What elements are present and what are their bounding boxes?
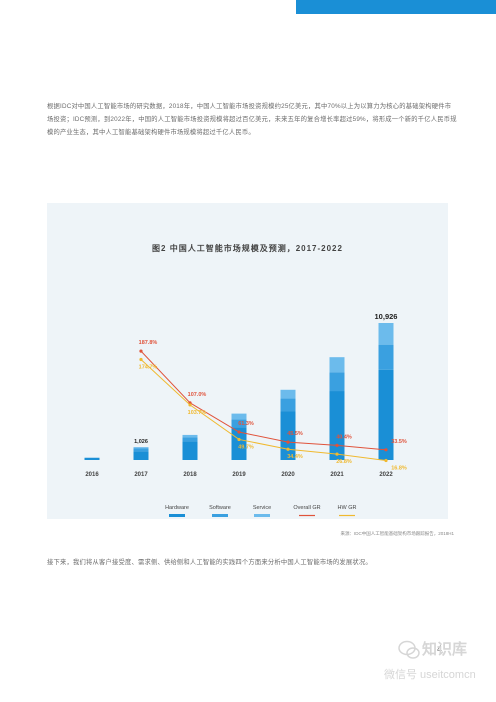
page-number: 4 (437, 644, 443, 654)
legend-swatch (254, 514, 270, 517)
bar-service-2022 (378, 323, 394, 345)
legend-label: Overall GR (293, 505, 320, 511)
line-point (335, 452, 339, 456)
bar-software-2018 (182, 437, 198, 442)
line-point (139, 349, 143, 353)
line-point (188, 403, 192, 407)
line-value-label: 33.5% (391, 439, 407, 445)
line-value-label: 49.7% (238, 444, 254, 450)
bar-software-2017 (133, 448, 149, 452)
line-value-label: 26.8% (336, 459, 352, 465)
x-tick-label: 2018 (183, 472, 197, 478)
bar-service-2018 (182, 434, 198, 438)
chart-source: 来源：IDC中国人工智能基础架构市场跟踪报告，2018H1 (340, 531, 454, 536)
bar-service-2020 (280, 389, 296, 399)
legend-label: Hardware (165, 505, 189, 511)
x-tick-label: 2020 (281, 472, 295, 478)
bar-service-2017 (133, 447, 149, 449)
line-value-label: 103.7% (188, 410, 207, 416)
bar-software-2020 (280, 398, 296, 412)
legend-swatch (169, 514, 185, 517)
line-value-label: 45.5% (287, 431, 303, 437)
legend-label: Software (209, 505, 231, 511)
legend-swatch (212, 514, 228, 517)
chart-title: 图2 中国人工智能市场规模及预测，2017-2022 (152, 244, 343, 253)
bar-hardware-2019 (231, 427, 247, 460)
x-tick-label: 2019 (232, 472, 246, 478)
watermark-title: 知识库 (422, 641, 468, 658)
line-point (384, 458, 388, 463)
wechat-icon (398, 640, 420, 659)
x-tick-label: 2017 (134, 472, 148, 478)
bar-total-label: 10,926 (375, 312, 398, 321)
legend-label: Service (253, 505, 271, 511)
line-value-label: 16.8% (391, 465, 407, 471)
line-point (286, 440, 290, 444)
line-overall-gr (140, 350, 387, 451)
line-point (237, 430, 241, 434)
bar-hardware-2020 (280, 411, 296, 460)
bar-hardware-2021 (329, 391, 345, 460)
line-value-label: 187.8% (139, 340, 158, 346)
legend-label: HW GR (338, 505, 357, 511)
bar-hardware-2018 (182, 441, 198, 460)
top-accent-bar (296, 0, 496, 14)
line-point (139, 357, 143, 362)
market-size-chart: 2016 2017 1,026 2018 2019 2020 2021 2022 10,926 1… (84, 312, 407, 517)
watermark: 知识库 微信号 useitcomcn (384, 636, 492, 692)
bar-software-2019 (231, 419, 247, 428)
bar-software-2022 (378, 344, 394, 370)
line-value-label: 40.4% (336, 434, 352, 440)
line-value-label: 174.7% (139, 365, 158, 371)
intro-paragraph: 根据IDC对中国人工智能市场的研究数据，2018年，中国人工智能市场投资规模约2… (47, 103, 457, 136)
bar-hardware-2016 (84, 457, 100, 460)
line-hw-gr (140, 359, 387, 461)
next-paragraph: 接下来，我们将从客户接受度、需求侧、供给侧和人工智能的实践四个方面来分析中国人工… (47, 559, 372, 566)
bar-hardware-2017 (133, 451, 149, 460)
line-value-label: 107.0% (188, 392, 207, 398)
bar-service-2019 (231, 413, 247, 420)
line-point (384, 448, 388, 452)
x-tick-label: 2016 (85, 472, 99, 478)
bar-software-2021 (329, 372, 345, 392)
bar-hardware-2022 (378, 369, 394, 460)
watermark-subtitle: 微信号 useitcomcn (384, 669, 476, 681)
line-point (335, 443, 339, 447)
line-point (237, 437, 241, 442)
line-value-label: 34.4% (287, 454, 303, 460)
bar-total-label: 1,026 (134, 439, 148, 445)
line-value-label: 61.3% (238, 421, 254, 427)
line-point (286, 447, 290, 451)
x-tick-label: 2021 (330, 472, 344, 478)
chart-panel: 图2 中国人工智能市场规模及预测，2017-2022 2016 2017 1,026… (47, 203, 448, 519)
x-tick-label: 2022 (379, 472, 393, 478)
bar-service-2021 (329, 357, 345, 373)
